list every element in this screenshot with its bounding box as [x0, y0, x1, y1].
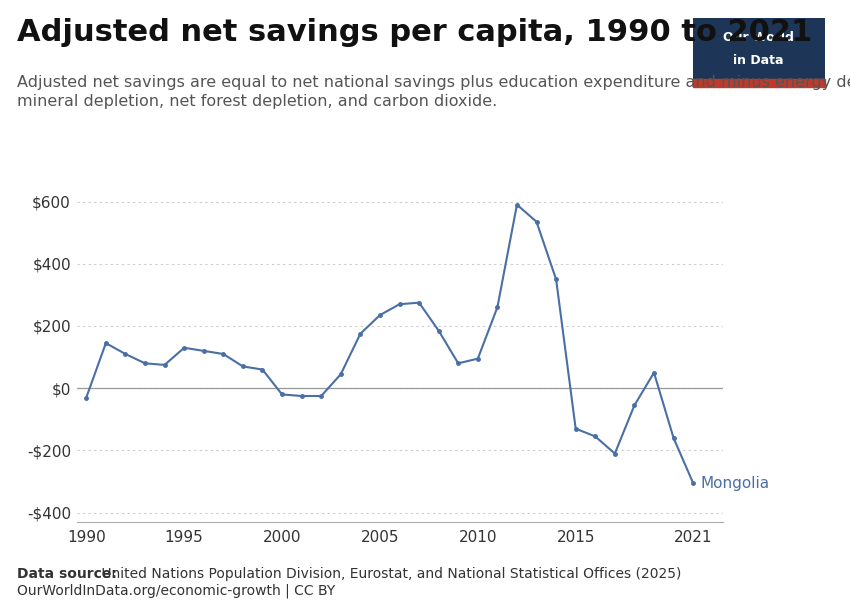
Text: Data source:: Data source:: [17, 567, 116, 581]
Text: Our World: Our World: [723, 31, 794, 44]
Text: Adjusted net savings per capita, 1990 to 2021: Adjusted net savings per capita, 1990 to…: [17, 18, 813, 47]
Text: in Data: in Data: [734, 54, 784, 67]
Text: United Nations Population Division, Eurostat, and National Statistical Offices (: United Nations Population Division, Euro…: [97, 567, 681, 581]
Text: Adjusted net savings are equal to net national savings plus education expenditur: Adjusted net savings are equal to net na…: [17, 75, 850, 90]
Text: OurWorldInData.org/economic-growth | CC BY: OurWorldInData.org/economic-growth | CC …: [17, 583, 335, 598]
Bar: [693, 79, 824, 87]
Text: mineral depletion, net forest depletion, and carbon dioxide.: mineral depletion, net forest depletion,…: [17, 94, 497, 109]
Text: Mongolia: Mongolia: [701, 476, 770, 491]
